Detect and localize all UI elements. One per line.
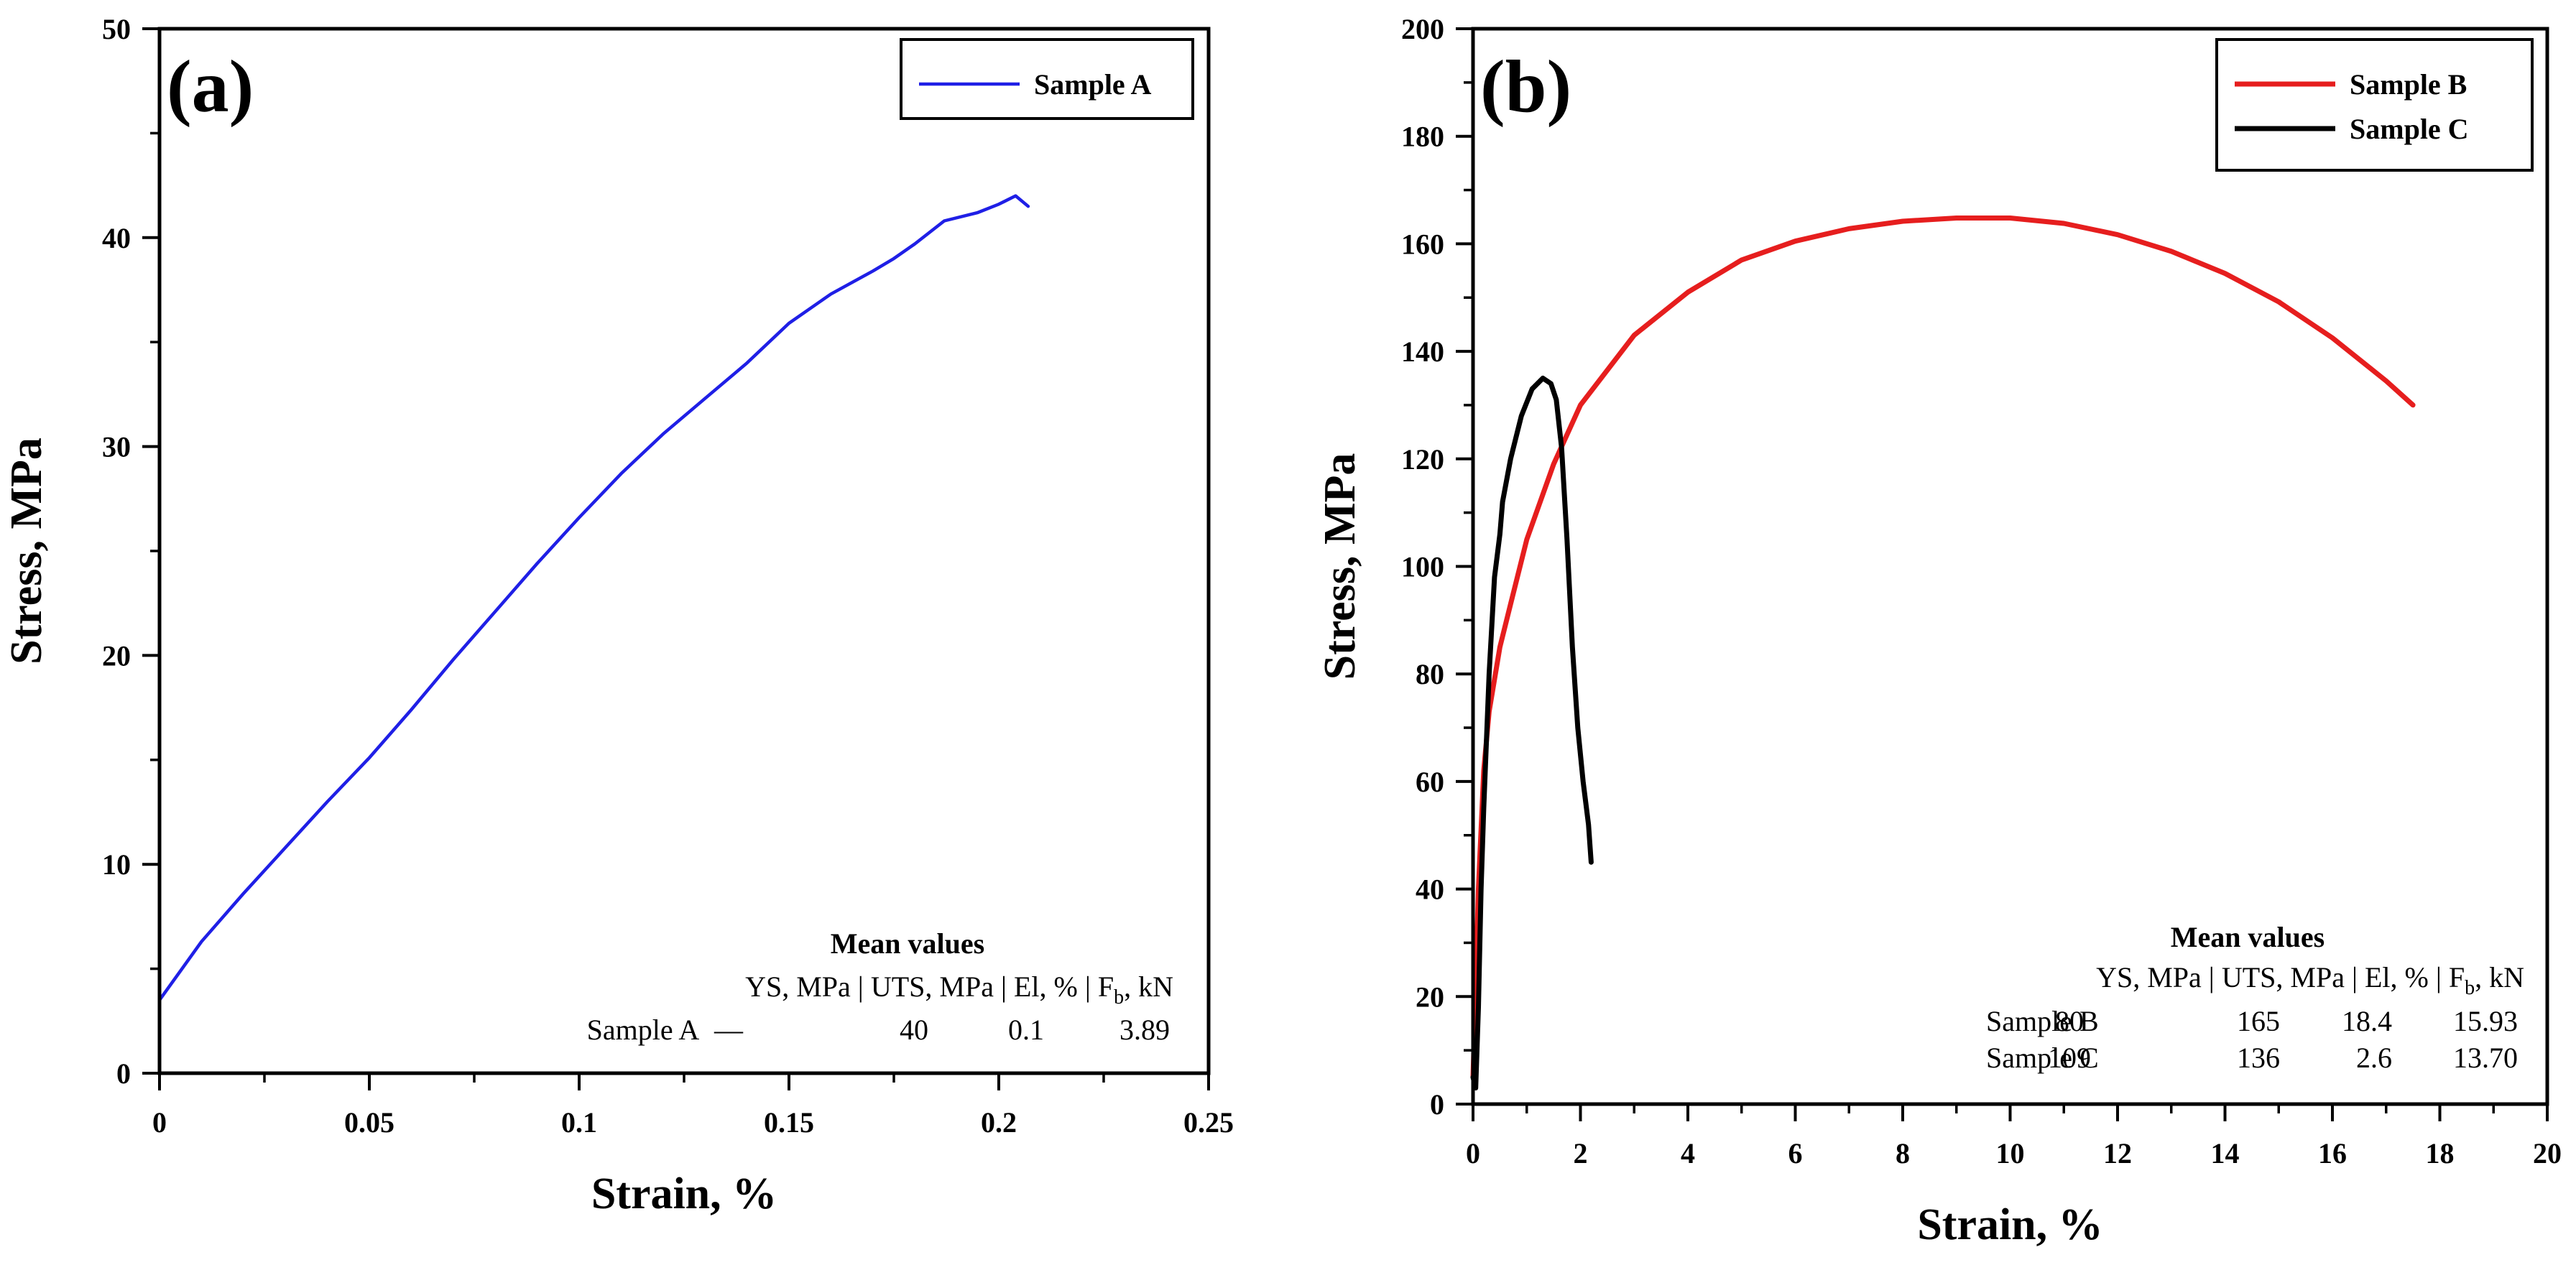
table-header-separator: | bbox=[1078, 970, 1098, 1003]
row-fb: 15.93 bbox=[2453, 1005, 2518, 1037]
y-axis-title: Stress, MPa bbox=[1316, 453, 1365, 680]
y-tick-label: 10 bbox=[102, 848, 131, 881]
table-header-part: , kN bbox=[2475, 961, 2524, 993]
row-label: Sample B bbox=[1986, 1005, 2099, 1037]
x-tick-label: 14 bbox=[2211, 1137, 2240, 1169]
y-tick-label: 20 bbox=[1416, 981, 1444, 1013]
legend: Sample B Sample C bbox=[2215, 38, 2534, 172]
table-header: YS, MPa | UTS, MPa | El, % | Fb, kN bbox=[2096, 961, 2524, 999]
table-header-subscript: b bbox=[1114, 986, 1124, 1009]
y-tick-label: 20 bbox=[102, 639, 131, 672]
y-axis-title: Stress, MPa bbox=[2, 437, 51, 664]
mean-values-table: Mean values YS, MPa | UTS, MPa | El, % | … bbox=[587, 927, 1173, 1046]
y-tick-label: 40 bbox=[102, 222, 131, 254]
legend: Sample A bbox=[900, 38, 1194, 120]
x-tick-label: 0 bbox=[152, 1106, 167, 1139]
x-tick-label: 0 bbox=[1466, 1137, 1480, 1169]
table-header-separator: | bbox=[994, 970, 1014, 1003]
y-tick-label: 0 bbox=[116, 1057, 131, 1090]
x-tick-label: 8 bbox=[1896, 1137, 1910, 1169]
x-tick-label: 0.15 bbox=[764, 1106, 814, 1139]
panel-label: (b) bbox=[1480, 45, 1571, 128]
y-tick-label: 40 bbox=[1416, 874, 1444, 906]
mean-values-table: Mean values YS, MPa | UTS, MPa | El, % | … bbox=[1986, 921, 2524, 1074]
table-title: Mean values bbox=[831, 927, 984, 960]
table-header-separator: | bbox=[2202, 961, 2222, 993]
table-row: Sample B80 165 18.4 15.93 bbox=[1986, 1005, 2518, 1037]
x-tick-label: 0.2 bbox=[981, 1106, 1017, 1139]
table-header-separator: | bbox=[2345, 961, 2365, 993]
plot-frame bbox=[1471, 27, 2549, 1106]
y-tick-label: 80 bbox=[1416, 658, 1444, 690]
table-header-part: F bbox=[2449, 961, 2465, 993]
table-row: Sample A — 40 0.1 3.89 bbox=[587, 1014, 1170, 1046]
panel-b: 0 2 4 6 8 10 12 14 16 18 2002040608010012014016018… bbox=[1316, 13, 2562, 1249]
row-fb: 13.70 bbox=[2453, 1042, 2518, 1074]
x-tick-label: 4 bbox=[1681, 1137, 1695, 1169]
y-tick-label: 50 bbox=[102, 13, 131, 45]
x-tick-label: 2 bbox=[1574, 1137, 1588, 1169]
x-tick-label: 0.1 bbox=[561, 1106, 597, 1139]
row-uts: 165 bbox=[2237, 1005, 2280, 1037]
legend-label-sample-a: Sample A bbox=[1034, 68, 1151, 101]
series-line-sample-a bbox=[157, 194, 1030, 1002]
y-tick-label: 180 bbox=[1401, 121, 1444, 153]
table-header-part: El, % bbox=[2365, 961, 2429, 993]
x-tick-label: 18 bbox=[2426, 1137, 2455, 1169]
row-el: 2.6 bbox=[2356, 1042, 2392, 1074]
y-tick-label: 140 bbox=[1401, 335, 1444, 368]
y-tick-label: 100 bbox=[1401, 551, 1444, 583]
row-uts: 40 bbox=[900, 1014, 928, 1046]
table-header-part: , kN bbox=[1124, 970, 1173, 1003]
row-ys: 80 bbox=[2055, 1005, 2084, 1037]
table-header-separator: | bbox=[851, 970, 871, 1003]
row-el: 18.4 bbox=[2342, 1005, 2392, 1037]
table-header-part: El, % bbox=[1014, 970, 1078, 1003]
x-tick-label: 6 bbox=[1788, 1137, 1803, 1169]
row-el: 0.1 bbox=[1008, 1014, 1044, 1046]
row-fb: 3.89 bbox=[1120, 1014, 1170, 1046]
table-header-part: UTS, MPa bbox=[871, 970, 994, 1003]
row-label: Sample C bbox=[1986, 1042, 2099, 1074]
legend-label-sample-b: Sample B bbox=[2350, 68, 2467, 101]
table-header: YS, MPa | UTS, MPa | El, % | Fb, kN bbox=[745, 970, 1173, 1009]
x-tick-label: 12 bbox=[2103, 1137, 2132, 1169]
table-header-subscript: b bbox=[2465, 977, 2475, 999]
legend-box bbox=[900, 38, 1194, 120]
legend-label-sample-c: Sample C bbox=[2350, 113, 2469, 145]
y-tick-label: 200 bbox=[1401, 13, 1444, 45]
row-label: Sample A bbox=[587, 1014, 700, 1046]
table-title: Mean values bbox=[2171, 921, 2325, 953]
panel-a: 0 0.05 0.1 0.15 0.2 0.25 0 10 20 30 40 50 Strain, % S… bbox=[2, 13, 1234, 1218]
table-header-separator: | bbox=[2429, 961, 2449, 993]
x-tick-label: 0.05 bbox=[344, 1106, 394, 1139]
series-line-sample-b bbox=[1470, 216, 2416, 1080]
table-header-part: UTS, MPa bbox=[2222, 961, 2345, 993]
x-tick-label: 20 bbox=[2533, 1137, 2562, 1169]
row-ys: 109 bbox=[2048, 1042, 2091, 1074]
x-tick-label: 10 bbox=[1996, 1137, 2025, 1169]
y-tick-label: 60 bbox=[1416, 766, 1444, 798]
y-tick-label: 120 bbox=[1401, 443, 1444, 476]
x-axis-title: Strain, % bbox=[591, 1169, 777, 1218]
y-tick-label: 160 bbox=[1401, 228, 1444, 260]
y-tick-label: 30 bbox=[102, 431, 131, 463]
table-header-part: YS, MPa bbox=[745, 970, 851, 1003]
x-tick-label: 16 bbox=[2318, 1137, 2347, 1169]
y-tick-label: 0 bbox=[1430, 1088, 1444, 1121]
row-uts: 136 bbox=[2237, 1042, 2280, 1074]
x-tick-label: 0.25 bbox=[1183, 1106, 1234, 1139]
x-axis-title: Strain, % bbox=[1917, 1200, 2102, 1249]
legend-box bbox=[2215, 38, 2534, 172]
table-header-part: F bbox=[1098, 970, 1114, 1003]
table-header-part: YS, MPa bbox=[2096, 961, 2202, 993]
panel-label: (a) bbox=[167, 45, 254, 128]
row-ys: — bbox=[714, 1014, 744, 1046]
plot-frame bbox=[157, 27, 1211, 1075]
series-line-sample-c bbox=[1470, 376, 1594, 1090]
